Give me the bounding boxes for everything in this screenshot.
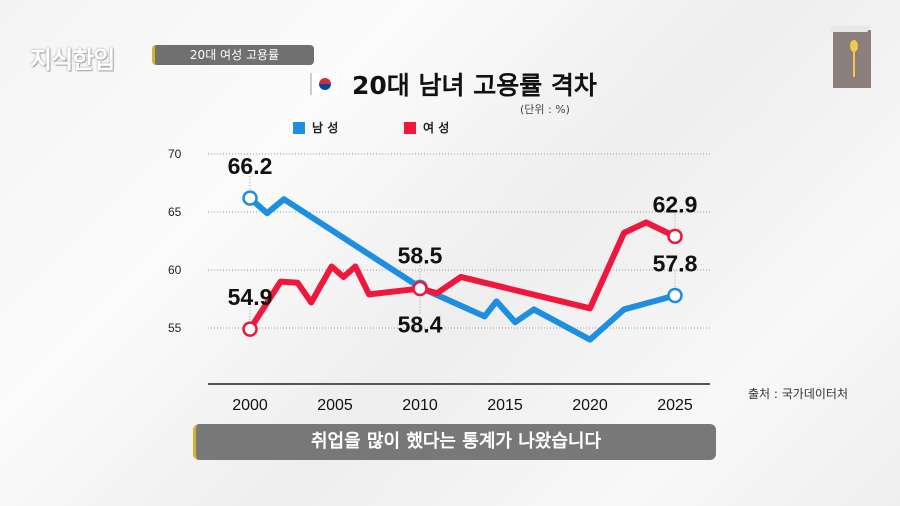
data-label: 58.5 — [398, 242, 443, 268]
chart-title-row: 20대 남녀 고용률 격차 — [310, 66, 597, 102]
legend-label-male: 남 성 — [312, 121, 339, 135]
data-label: 62.9 — [653, 191, 698, 217]
legend-swatch-female — [404, 121, 416, 134]
x-tick-label: 2015 — [487, 397, 523, 414]
chart-title: 20대 남녀 고용률 격차 — [352, 71, 597, 100]
source-note: 출처 : 국가데이터처 — [748, 387, 848, 401]
unit-label: (단위 : %) — [520, 103, 570, 116]
data-marker-male — [242, 190, 258, 206]
data-label: 57.8 — [653, 251, 698, 277]
legend-item-female: 여 성 — [404, 119, 449, 136]
x-tick-label: 2010 — [402, 397, 438, 414]
x-tick-label: 2025 — [657, 397, 693, 414]
legend-label-female: 여 성 — [423, 121, 450, 135]
topic-tag: 20대 여성 고용률 — [152, 45, 314, 65]
y-tick-label: 55 — [168, 321, 182, 335]
x-tick-label: 2020 — [572, 397, 608, 414]
subtitle-caption: 취업을 많이 했다는 통계가 나왔습니다 — [193, 424, 716, 460]
korea-flag-icon — [310, 73, 338, 95]
x-tick-label: 2005 — [317, 397, 353, 414]
data-marker-male — [667, 287, 683, 304]
data-label: 54.9 — [228, 284, 273, 310]
data-label: 58.4 — [398, 312, 443, 338]
x-tick-label: 2000 — [232, 397, 268, 414]
book-spoon-icon — [833, 30, 871, 88]
data-label: 66.2 — [228, 153, 273, 179]
data-marker-female — [412, 280, 428, 297]
y-tick-label: 70 — [168, 147, 182, 161]
data-marker-female — [667, 228, 683, 245]
y-tick-label: 65 — [168, 205, 182, 219]
series-line-female — [247, 219, 678, 333]
spoon-icon — [850, 40, 858, 77]
legend-item-male: 남 성 — [293, 119, 338, 136]
series-line-male — [247, 195, 678, 343]
data-marker-female — [242, 321, 258, 337]
legend-swatch-male — [293, 121, 305, 134]
channel-logo: 지식한입 — [30, 46, 115, 74]
y-tick-label: 60 — [168, 263, 182, 277]
